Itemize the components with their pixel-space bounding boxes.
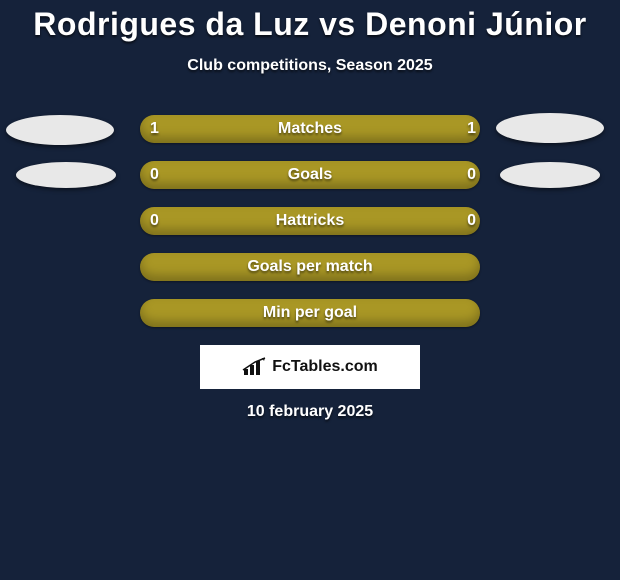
ellipse-right xyxy=(500,162,600,188)
stat-right-value: 0 xyxy=(460,161,476,189)
stat-right-value: 0 xyxy=(460,207,476,235)
date-text: 10 february 2025 xyxy=(0,403,620,421)
chart-icon xyxy=(242,357,268,377)
ellipse-right xyxy=(496,113,604,143)
page-subtitle: Club competitions, Season 2025 xyxy=(0,57,620,75)
stat-label: Goals per match xyxy=(140,253,480,281)
stats-rows: 1 Matches 1 0 Goals 0 0 Hattricks 0 Goal… xyxy=(0,115,620,327)
brand-text: FcTables.com xyxy=(272,358,378,376)
brand-box: FcTables.com xyxy=(200,345,420,389)
stat-row-hattricks: 0 Hattricks 0 xyxy=(0,207,620,235)
stat-label: Matches xyxy=(140,115,480,143)
stat-row-matches: 1 Matches 1 xyxy=(0,115,620,143)
ellipse-left xyxy=(16,162,116,188)
stat-label: Min per goal xyxy=(140,299,480,327)
ellipse-left xyxy=(6,115,114,145)
stat-row-min-per-goal: Min per goal xyxy=(0,299,620,327)
stat-right-value: 1 xyxy=(460,115,476,143)
stat-label: Hattricks xyxy=(140,207,480,235)
stat-label: Goals xyxy=(140,161,480,189)
page-title: Rodrigues da Luz vs Denoni Júnior xyxy=(0,0,620,43)
stat-row-goals-per-match: Goals per match xyxy=(0,253,620,281)
stat-row-goals: 0 Goals 0 xyxy=(0,161,620,189)
